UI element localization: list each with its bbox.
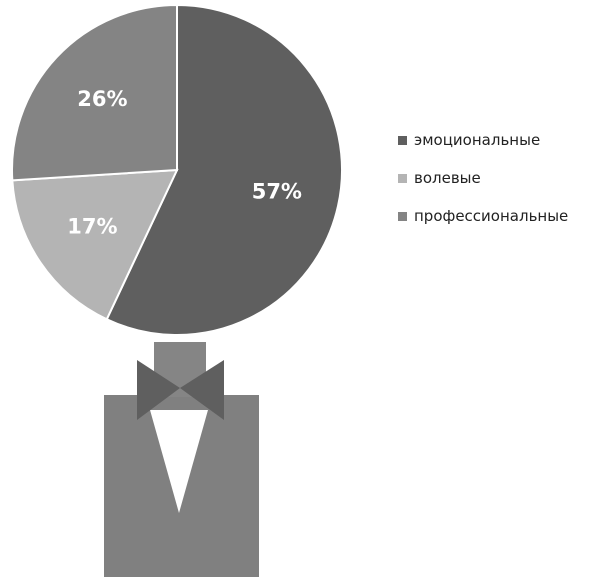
pie-label-emotional: 57% xyxy=(252,179,302,203)
bowtie-left xyxy=(137,360,180,420)
pie-label-volitional: 17% xyxy=(67,215,117,239)
legend-swatch xyxy=(398,211,407,221)
legend-label: эмоциональные xyxy=(414,131,541,149)
legend-label: профессиональные xyxy=(414,207,569,225)
pie-slice-volitional xyxy=(11,168,179,321)
shirt-triangle xyxy=(150,410,208,513)
legend-item-professional: профессиональные xyxy=(398,206,568,226)
legend-item-volitional: волевые xyxy=(398,168,568,188)
pie-label-professional: 26% xyxy=(77,87,127,111)
legend-label: волевые xyxy=(414,169,481,187)
legend-item-emotional: эмоциональные xyxy=(398,130,568,150)
legend-swatch xyxy=(398,135,407,145)
bowtie-right xyxy=(180,360,224,420)
legend-swatch xyxy=(398,173,407,183)
pie-slices xyxy=(11,3,343,336)
figure-body-group xyxy=(104,342,259,577)
pie-slice-professional xyxy=(11,3,178,182)
legend: эмоциональные волевые профессиональные xyxy=(398,130,568,244)
pie-value-labels: 57% 17% 26% xyxy=(67,87,302,239)
pie-slice-emotional xyxy=(105,3,343,336)
